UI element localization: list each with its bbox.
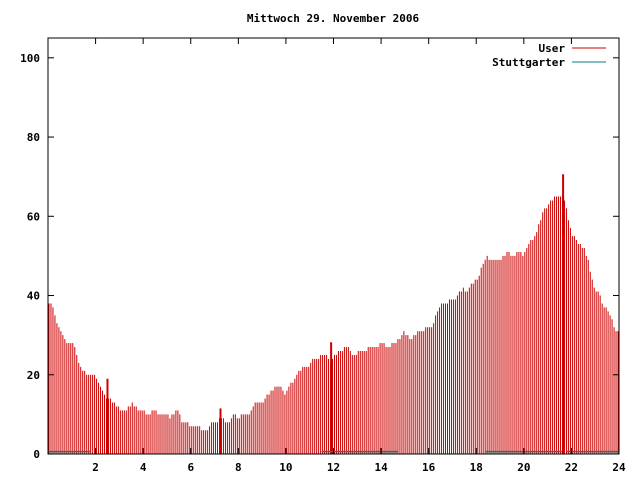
legend-label-stuttgarter: Stuttgarter bbox=[492, 56, 565, 69]
x-tick-label: 12 bbox=[327, 461, 340, 474]
legend-label-user: User bbox=[539, 42, 566, 55]
y-tick-label: 0 bbox=[33, 448, 40, 461]
legend: User Stuttgarter bbox=[492, 42, 606, 69]
y-tick-label: 40 bbox=[27, 290, 40, 303]
x-tick-label: 20 bbox=[517, 461, 530, 474]
x-tick-label: 14 bbox=[374, 461, 388, 474]
x-tick-label: 22 bbox=[565, 461, 578, 474]
y-tick-label: 60 bbox=[27, 210, 40, 223]
y-tick-label: 100 bbox=[20, 52, 40, 65]
y-tick-label: 20 bbox=[27, 369, 40, 382]
x-tick-label: 16 bbox=[422, 461, 436, 474]
x-tick-label: 2 bbox=[92, 461, 99, 474]
plot-frame bbox=[47, 37, 620, 455]
x-tick-label: 6 bbox=[187, 461, 194, 474]
x-tick-label: 8 bbox=[235, 461, 242, 474]
y-tick-label: 80 bbox=[27, 131, 40, 144]
user-bars bbox=[48, 174, 619, 454]
x-axis: 2 4 6 8 10 12 14 16 18 20 22 24 bbox=[92, 38, 626, 474]
x-tick-label: 10 bbox=[279, 461, 292, 474]
x-tick-label: 18 bbox=[470, 461, 483, 474]
chart-title: Mittwoch 29. November 2006 bbox=[247, 12, 420, 25]
x-tick-label: 24 bbox=[612, 461, 626, 474]
x-tick-label: 4 bbox=[140, 461, 147, 474]
y-axis: 0 20 40 60 80 100 bbox=[20, 52, 619, 461]
